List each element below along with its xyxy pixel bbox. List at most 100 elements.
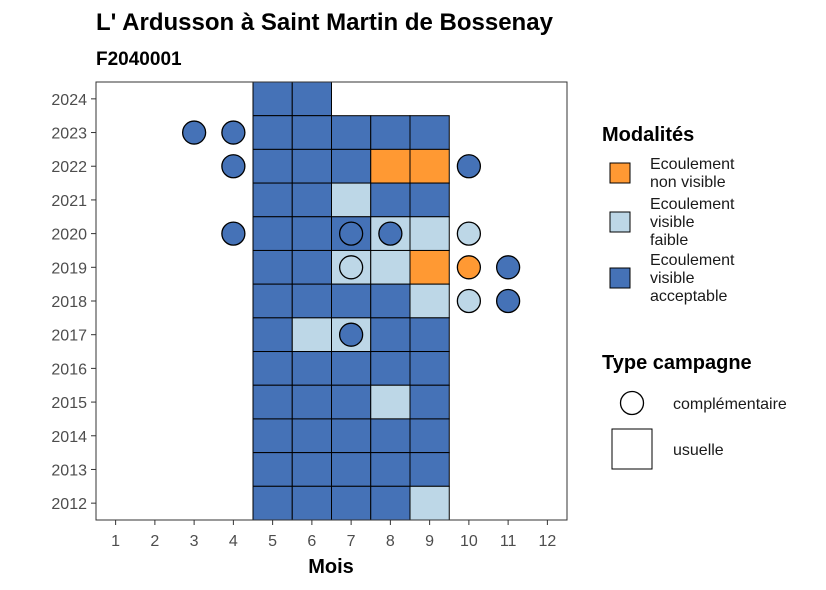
tile-2012-5 (252, 485, 293, 521)
tile-2019-9 (409, 249, 450, 285)
x-tick-label-6: 6 (307, 533, 316, 550)
tile-2021-9 (409, 182, 450, 218)
point-2023-3 (181, 120, 207, 145)
x-tick-label-7: 7 (347, 533, 356, 550)
x-tick-label-2: 2 (150, 533, 159, 550)
tile-2023-8 (370, 115, 411, 150)
point-2020-7 (338, 221, 364, 246)
tile-2019-6 (291, 249, 332, 285)
tile-2021-8 (370, 182, 411, 218)
legend-label-non_visible-1: non visible (650, 174, 726, 191)
tile-2020-6 (291, 216, 332, 251)
tile-2023-6 (291, 115, 332, 150)
x-tick-label-1: 1 (111, 533, 120, 550)
legend-label-faible-1: visible (650, 214, 695, 231)
tile-2021-5 (252, 182, 293, 218)
tile-2018-8 (370, 283, 411, 319)
y-tick-label-2014: 2014 (51, 429, 87, 446)
tile-2019-5 (252, 249, 293, 285)
tile-2023-5 (252, 115, 293, 150)
legend-shape-square (611, 428, 653, 470)
tile-2015-8 (370, 384, 411, 420)
tile-2016-7 (331, 351, 372, 386)
tile-2013-5 (252, 452, 293, 487)
tile-2016-6 (291, 351, 332, 386)
point-2020-4 (221, 221, 246, 246)
x-tick-label-12: 12 (538, 533, 556, 550)
x-tick-label-4: 4 (229, 533, 238, 550)
x-tick-label-8: 8 (386, 533, 395, 550)
tile-2023-9 (409, 115, 450, 150)
tile-2016-5 (252, 351, 293, 386)
tile-2016-8 (370, 351, 411, 386)
tile-2017-6 (291, 317, 332, 353)
tile-2013-9 (409, 452, 450, 487)
tile-2012-6 (291, 485, 332, 521)
legend-type-label-circle: complémentaire (673, 396, 787, 413)
legend-type-label-square: usuelle (673, 442, 724, 459)
y-tick-label-2013: 2013 (51, 462, 87, 479)
point-2022-10 (456, 154, 482, 179)
tile-2018-7 (331, 283, 372, 319)
tile-2014-5 (252, 418, 293, 454)
tile-2015-5 (252, 384, 293, 420)
tile-2022-8 (370, 148, 411, 184)
legend-label-faible-0: Ecoulement (650, 196, 735, 213)
tile-2018-6 (291, 283, 332, 319)
point-2018-10 (456, 288, 482, 314)
tile-2014-8 (370, 418, 411, 454)
legend-key-faible (609, 211, 631, 233)
y-tick-label-2020: 2020 (51, 227, 87, 244)
chart-subtitle: F2040001 (96, 49, 182, 70)
tile-2020-9 (409, 216, 450, 251)
legend-key-non_visible (609, 162, 631, 184)
point-2019-10 (456, 255, 482, 280)
tile-2016-9 (409, 351, 450, 386)
y-tick-label-2018: 2018 (51, 294, 87, 311)
tile-2021-7 (331, 182, 372, 218)
tile-2012-7 (331, 485, 372, 521)
plot-area (95, 81, 568, 521)
tile-2015-6 (291, 384, 332, 420)
y-tick-label-2021: 2021 (51, 193, 87, 210)
x-tick-label-10: 10 (460, 533, 478, 550)
x-axis: 1 2 3 4 5 6 7 8 9 10 11 12 (111, 520, 556, 550)
y-tick-label-2023: 2023 (51, 126, 87, 143)
point-2023-4 (221, 120, 246, 145)
tile-2020-5 (252, 216, 293, 251)
legend-modalites-title: Modalités (602, 124, 694, 146)
tile-2021-6 (291, 182, 332, 218)
tile-2022-5 (252, 148, 293, 184)
tile-2014-6 (291, 418, 332, 454)
legend-label-acceptable-1: visible (650, 270, 695, 287)
x-tick-label-5: 5 (268, 533, 277, 550)
tile-2014-7 (331, 418, 372, 454)
legend-label-non_visible-0: Ecoulement (650, 156, 735, 173)
tile-2017-5 (252, 317, 293, 353)
tile-2019-8 (370, 249, 411, 285)
legend-label-faible-2: faible (650, 232, 688, 249)
legend-type-campagne: Type campagne complémentaire usuelle (602, 352, 787, 470)
tile-2017-8 (370, 317, 411, 353)
point-2019-7 (338, 255, 364, 280)
legend-shape-circle (619, 390, 645, 416)
x-axis-title: Mois (308, 556, 354, 578)
tile-2022-6 (291, 148, 332, 184)
chart-title: L' Ardusson à Saint Martin de Bossenay (96, 9, 554, 36)
tile-2013-8 (370, 452, 411, 487)
tile-2017-9 (409, 317, 450, 353)
point-2020-10 (456, 221, 482, 246)
legend-key-acceptable (609, 267, 631, 289)
tile-2022-9 (409, 148, 450, 184)
point-2019-11 (495, 255, 521, 280)
y-axis: 2012 2013 2014 2015 2016 2017 2018 2019 2020 2021… (51, 92, 96, 513)
y-tick-label-2017: 2017 (51, 328, 87, 345)
tile-2018-9 (409, 283, 450, 319)
x-tick-label-9: 9 (425, 533, 434, 550)
point-2020-8 (378, 221, 403, 246)
y-tick-label-2016: 2016 (51, 361, 87, 378)
point-2018-11 (495, 288, 521, 314)
y-tick-label-2015: 2015 (51, 395, 87, 412)
x-tick-label-3: 3 (190, 533, 199, 550)
